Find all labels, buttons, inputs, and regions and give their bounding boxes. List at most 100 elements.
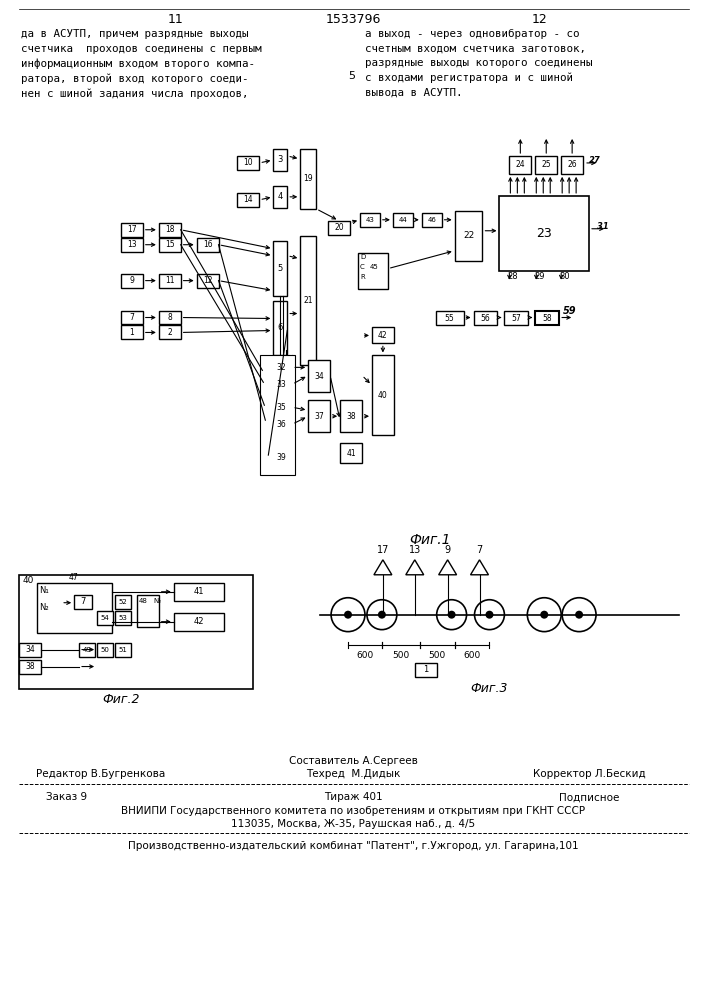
Text: 9: 9 bbox=[129, 276, 134, 285]
Text: Подписное: Подписное bbox=[559, 792, 619, 802]
Text: N₂: N₂ bbox=[40, 603, 49, 612]
Bar bbox=[19, 643, 41, 657]
Bar bbox=[159, 223, 181, 237]
Text: 57: 57 bbox=[511, 314, 521, 323]
Bar bbox=[121, 238, 143, 252]
Text: 32: 32 bbox=[276, 363, 286, 372]
Text: 2: 2 bbox=[168, 328, 172, 337]
Text: 41: 41 bbox=[346, 449, 356, 458]
Text: 1: 1 bbox=[423, 665, 428, 674]
Circle shape bbox=[540, 611, 548, 619]
Bar bbox=[238, 156, 259, 170]
Text: 5: 5 bbox=[278, 264, 283, 273]
Text: 20: 20 bbox=[334, 223, 344, 232]
Text: 35: 35 bbox=[276, 403, 286, 412]
Bar bbox=[19, 575, 253, 689]
Text: Фиг.2: Фиг.2 bbox=[103, 693, 140, 706]
Bar bbox=[74, 595, 92, 609]
Text: 22: 22 bbox=[463, 231, 474, 240]
Text: 17: 17 bbox=[127, 225, 136, 234]
Text: 59: 59 bbox=[563, 306, 577, 316]
Bar bbox=[535, 156, 557, 174]
Bar bbox=[308, 400, 330, 432]
Text: 28: 28 bbox=[508, 272, 518, 281]
Text: 13: 13 bbox=[409, 545, 421, 555]
Text: 11: 11 bbox=[168, 13, 184, 26]
Text: 3: 3 bbox=[278, 155, 283, 164]
Bar bbox=[535, 311, 559, 325]
Bar bbox=[159, 311, 181, 324]
Text: 49: 49 bbox=[83, 647, 91, 653]
Bar bbox=[340, 400, 362, 432]
Text: 16: 16 bbox=[203, 240, 212, 249]
Text: 38: 38 bbox=[346, 412, 356, 421]
Circle shape bbox=[448, 611, 455, 619]
Text: 7: 7 bbox=[477, 545, 483, 555]
Text: а выход - через одновибратор - со
счетным входом счетчика заготовок,
разрядные в: а выход - через одновибратор - со счетны… bbox=[365, 29, 592, 98]
Text: 56: 56 bbox=[481, 314, 491, 323]
Text: 13: 13 bbox=[127, 240, 136, 249]
Text: 51: 51 bbox=[119, 647, 127, 653]
Bar bbox=[360, 213, 380, 227]
Text: ВНИИПИ Государственного комитета по изобретениям и открытиям при ГКНТ СССР: ВНИИПИ Государственного комитета по изоб… bbox=[121, 806, 585, 816]
Polygon shape bbox=[406, 560, 423, 575]
Text: 26: 26 bbox=[567, 160, 577, 169]
Bar bbox=[115, 595, 131, 609]
Text: 43: 43 bbox=[366, 217, 375, 223]
Text: 29: 29 bbox=[534, 272, 545, 281]
Bar bbox=[300, 149, 316, 209]
Text: 600: 600 bbox=[463, 651, 481, 660]
Bar bbox=[393, 213, 413, 227]
Text: 113035, Москва, Ж-35, Раушская наб., д. 4/5: 113035, Москва, Ж-35, Раушская наб., д. … bbox=[231, 819, 475, 829]
Text: 50: 50 bbox=[100, 647, 110, 653]
Bar bbox=[260, 355, 296, 475]
Bar bbox=[159, 238, 181, 252]
Bar bbox=[300, 236, 316, 365]
Bar bbox=[197, 238, 218, 252]
Polygon shape bbox=[374, 560, 392, 575]
Text: 10: 10 bbox=[244, 158, 253, 167]
Polygon shape bbox=[471, 560, 489, 575]
Bar bbox=[174, 583, 223, 601]
Bar bbox=[274, 186, 287, 208]
Text: 54: 54 bbox=[100, 615, 110, 621]
Text: 27: 27 bbox=[589, 156, 601, 165]
Bar bbox=[504, 311, 528, 325]
Text: 12: 12 bbox=[203, 276, 212, 285]
Bar bbox=[121, 325, 143, 339]
Text: 25: 25 bbox=[542, 160, 551, 169]
Bar bbox=[436, 311, 464, 325]
Text: 52: 52 bbox=[119, 599, 127, 605]
Bar bbox=[499, 196, 589, 271]
Bar bbox=[340, 443, 362, 463]
Text: 23: 23 bbox=[537, 227, 552, 240]
Text: 15: 15 bbox=[165, 240, 175, 249]
Bar bbox=[372, 327, 394, 343]
Text: C: C bbox=[360, 264, 365, 270]
Polygon shape bbox=[438, 560, 457, 575]
Bar bbox=[115, 611, 131, 625]
Text: 19: 19 bbox=[303, 174, 313, 183]
Text: 5: 5 bbox=[349, 71, 356, 81]
Bar bbox=[358, 253, 388, 289]
Bar bbox=[509, 156, 531, 174]
Bar bbox=[270, 377, 292, 391]
Text: 4: 4 bbox=[278, 192, 283, 201]
Text: Производственно-издательский комбинат "Патент", г.Ужгород, ул. Гагарина,101: Производственно-издательский комбинат "П… bbox=[128, 841, 578, 851]
Text: 42: 42 bbox=[378, 331, 387, 340]
Text: 37: 37 bbox=[314, 412, 324, 421]
Text: 11: 11 bbox=[165, 276, 175, 285]
Text: 9: 9 bbox=[445, 545, 450, 555]
Bar bbox=[159, 325, 181, 339]
Text: 34: 34 bbox=[314, 372, 324, 381]
Bar bbox=[274, 241, 287, 296]
Text: 7: 7 bbox=[129, 313, 134, 322]
Text: R: R bbox=[360, 274, 365, 280]
Text: 34: 34 bbox=[25, 645, 35, 654]
Circle shape bbox=[378, 611, 386, 619]
Text: 500: 500 bbox=[392, 651, 409, 660]
Text: N₂: N₂ bbox=[154, 598, 162, 604]
Bar bbox=[115, 643, 131, 657]
Bar bbox=[97, 611, 113, 625]
Bar bbox=[274, 149, 287, 171]
